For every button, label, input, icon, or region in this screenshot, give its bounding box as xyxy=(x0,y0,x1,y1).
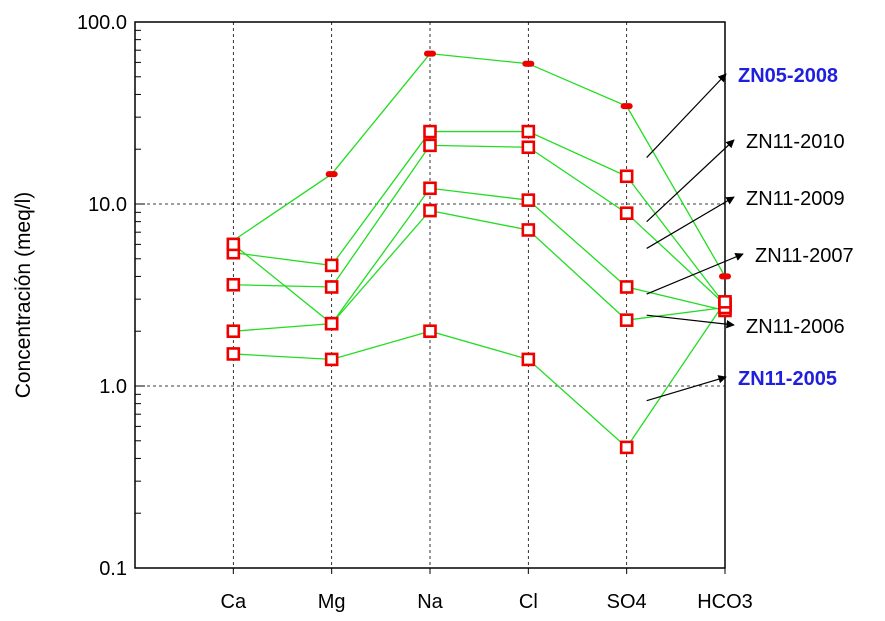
data-point-filled xyxy=(325,171,338,178)
y-axis-label: Concentración (meq/l) xyxy=(12,192,35,399)
series-line xyxy=(233,144,726,306)
data-point xyxy=(521,223,536,237)
y-tick-labels: 100.0 10.0 1.0 0.1 xyxy=(77,12,127,580)
label-arrow xyxy=(646,196,735,249)
data-point xyxy=(324,316,339,331)
series-label: ZN11-2005 xyxy=(738,368,837,390)
series-line xyxy=(233,130,726,306)
label-arrow xyxy=(646,139,735,223)
series-line xyxy=(233,301,726,449)
x-tick-label: Mg xyxy=(318,591,346,613)
data-point-filled xyxy=(620,103,633,110)
data-point xyxy=(619,440,634,455)
data-point xyxy=(324,258,339,273)
series-labels: ZN05-2008 ZN11-2010 ZN11-2009 ZN11-2007 ZN11… xyxy=(646,65,854,402)
data-point xyxy=(226,347,241,361)
data-point xyxy=(226,237,241,252)
data-point xyxy=(324,352,339,367)
grid-lines xyxy=(135,22,725,568)
data-point xyxy=(226,324,241,339)
y-tick-label: 10.0 xyxy=(88,194,127,216)
x-tick-label: SO4 xyxy=(607,591,647,613)
series-label: ZN05-2008 xyxy=(738,65,838,87)
data-point xyxy=(521,352,536,367)
data-point-filled xyxy=(719,273,731,280)
data-point xyxy=(619,206,634,221)
data-point xyxy=(521,124,536,139)
series-label: ZN11-2007 xyxy=(755,245,854,267)
data-point xyxy=(619,313,634,327)
data-point xyxy=(718,295,732,309)
x-tick-labels: Ca Mg Na Cl SO4 HCO3 xyxy=(221,591,753,613)
data-point xyxy=(521,193,536,207)
data-point xyxy=(423,124,437,139)
data-point xyxy=(423,203,437,218)
series-label: ZN11-2010 xyxy=(746,131,845,153)
series-label: ZN11-2006 xyxy=(746,316,845,338)
series-markers xyxy=(226,50,732,455)
x-tick-label: Na xyxy=(417,591,443,613)
data-point xyxy=(423,138,437,153)
series-label: ZN11-2009 xyxy=(746,188,845,210)
series-line xyxy=(232,187,726,325)
label-arrow xyxy=(646,253,744,295)
data-point xyxy=(423,181,437,196)
label-arrow xyxy=(646,314,735,329)
data-point-filled xyxy=(424,50,436,57)
x-tick-label: Ca xyxy=(221,591,247,613)
label-arrow xyxy=(646,375,727,402)
data-point-filled xyxy=(522,60,535,67)
y-tick-label: 1.0 xyxy=(99,376,127,398)
data-point xyxy=(423,324,437,339)
data-point xyxy=(226,277,241,292)
axis-ticks xyxy=(135,21,726,574)
label-arrow xyxy=(646,73,727,158)
y-tick-label: 100.0 xyxy=(77,12,127,34)
series-line xyxy=(232,52,726,277)
series-line xyxy=(233,209,726,332)
data-point xyxy=(619,169,634,184)
series-lines xyxy=(232,52,726,449)
x-tick-label: Cl xyxy=(519,591,538,613)
y-tick-label: 0.1 xyxy=(99,558,127,580)
data-point xyxy=(619,280,634,294)
data-point xyxy=(324,280,339,294)
x-tick-label: HCO3 xyxy=(697,591,753,613)
data-point xyxy=(521,140,536,155)
